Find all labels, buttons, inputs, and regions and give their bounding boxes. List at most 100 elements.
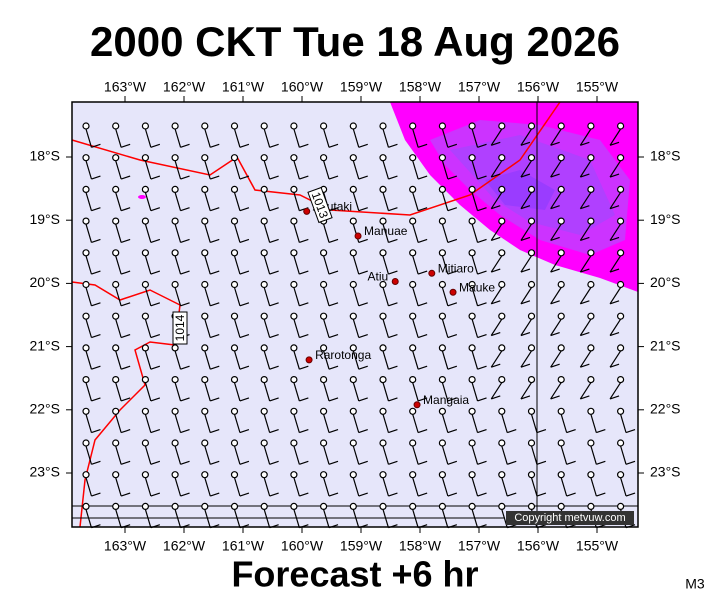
- barb-station: [587, 312, 595, 320]
- wind-barb: [260, 344, 279, 370]
- barb-station: [409, 122, 417, 130]
- barb-flag: [91, 365, 101, 370]
- barb-station: [379, 344, 387, 352]
- barb-staff: [144, 192, 152, 211]
- barb-flag: [388, 397, 398, 402]
- barb-staff: [263, 319, 271, 338]
- place-name: Manuae: [364, 224, 408, 238]
- barb-staff: [579, 255, 592, 273]
- barb-station: [557, 280, 565, 289]
- wind-barb: [468, 312, 487, 339]
- wind-barb: [82, 344, 101, 370]
- barb-station: [379, 502, 387, 510]
- barb-staff: [174, 477, 182, 497]
- barb-station: [587, 502, 595, 510]
- barb-staff: [560, 414, 568, 433]
- barb-station: [468, 217, 476, 225]
- barb-flag: [269, 365, 279, 370]
- barb-flag: [609, 395, 620, 400]
- barb-staff: [323, 509, 330, 528]
- barb-flag: [566, 492, 576, 497]
- barb-station: [438, 249, 446, 257]
- barb-flag: [536, 492, 547, 497]
- wind-barb: [201, 185, 220, 212]
- barb-staff: [441, 382, 449, 402]
- wind-barb: [349, 122, 368, 148]
- barb-staff: [115, 287, 122, 306]
- barb-staff: [233, 128, 241, 148]
- barb-flag: [180, 238, 190, 243]
- wind-barb: [468, 249, 487, 275]
- barb-staff: [441, 160, 449, 180]
- barb-station: [527, 185, 536, 193]
- barb-station: [230, 185, 239, 193]
- wind-barb: [230, 344, 250, 370]
- barb-station: [260, 217, 268, 225]
- wind-barb: [490, 280, 506, 305]
- barb-flag: [520, 141, 531, 146]
- wind-barb: [290, 502, 309, 529]
- wind-barb: [379, 344, 398, 370]
- barb-staff: [204, 287, 211, 306]
- barb-flag: [210, 397, 220, 402]
- barb-station: [82, 376, 90, 384]
- barb-station: [379, 122, 387, 130]
- barb-station: [468, 407, 476, 415]
- barb-flag: [358, 238, 368, 243]
- barb-station: [587, 407, 595, 415]
- barb-flag: [507, 460, 517, 465]
- lat-label: 20°S: [650, 274, 681, 290]
- barb-flag: [388, 492, 398, 497]
- barb-flag: [447, 207, 458, 212]
- barb-flag: [91, 207, 101, 212]
- barb-staff: [530, 445, 538, 465]
- barb-staff: [233, 445, 241, 465]
- barb-staff: [352, 477, 360, 497]
- barb-staff: [263, 509, 271, 528]
- barb-staff: [233, 160, 241, 180]
- barb-staff: [490, 382, 503, 400]
- wind-barb: [82, 407, 101, 434]
- wind-barb: [290, 376, 309, 402]
- wind-barb: [527, 439, 547, 465]
- wind-barb: [609, 154, 625, 178]
- place-dot: [391, 278, 399, 286]
- barb-flag: [358, 207, 368, 212]
- barb-flag: [91, 175, 101, 180]
- barb-staff: [85, 319, 93, 338]
- barb-flag: [91, 460, 101, 465]
- wind-barb: [409, 122, 428, 148]
- barb-station: [498, 122, 506, 130]
- barb-flag: [609, 331, 620, 337]
- wind-barb: [201, 154, 220, 180]
- barb-staff: [412, 414, 419, 433]
- barb-staff: [293, 350, 300, 370]
- barb-staff: [471, 255, 479, 275]
- barb-flag: [447, 238, 458, 243]
- place-name: Atiu: [368, 270, 389, 284]
- barb-flag: [447, 333, 458, 339]
- barb-flag: [388, 270, 398, 275]
- barb-staff: [550, 287, 562, 305]
- barb-station: [587, 280, 595, 289]
- barb-flag: [358, 429, 368, 434]
- wind-barb: [438, 407, 458, 434]
- barb-flag: [120, 429, 131, 434]
- wind-barb: [468, 122, 487, 148]
- wind-barb: [320, 471, 339, 497]
- barb-flag: [477, 270, 487, 275]
- barb-station: [141, 344, 149, 352]
- wind-barb: [320, 439, 339, 465]
- barb-staff: [620, 477, 627, 497]
- wind-barb: [490, 154, 506, 178]
- barb-flag: [507, 492, 517, 497]
- barb-flag: [417, 302, 428, 307]
- barb-staff: [85, 160, 93, 180]
- barb-staff: [560, 445, 568, 465]
- barb-staff: [412, 477, 419, 497]
- barb-station: [112, 122, 120, 130]
- barb-station: [587, 376, 595, 384]
- wind-barb: [260, 407, 279, 434]
- barb-staff: [263, 382, 271, 402]
- barb-flag: [120, 365, 131, 370]
